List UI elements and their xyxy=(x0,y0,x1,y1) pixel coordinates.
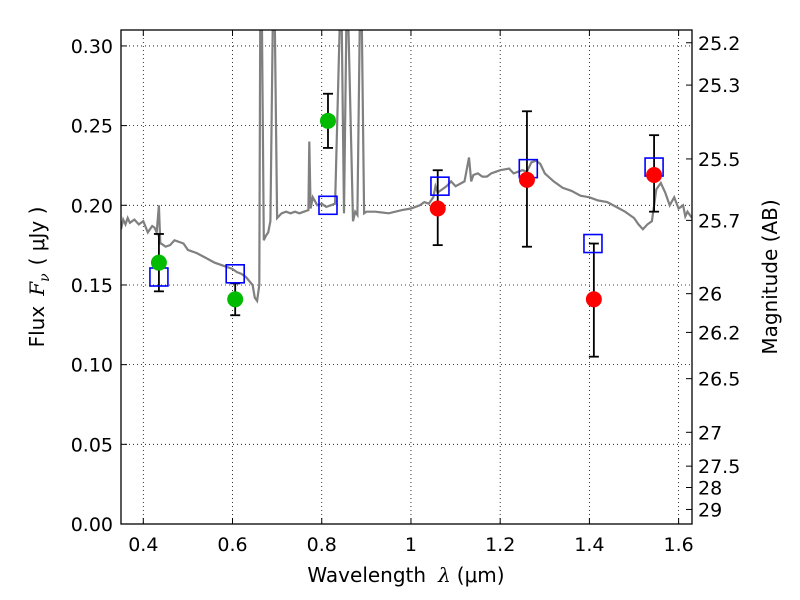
grid xyxy=(121,30,692,525)
model-spectrum-line xyxy=(121,30,692,304)
model-photometry-square xyxy=(225,264,245,284)
x-tick-label: 1 xyxy=(405,534,417,556)
red-data-point xyxy=(585,291,602,308)
x-axis-label: Wavelength λ (μm) xyxy=(307,563,504,587)
markers xyxy=(149,112,664,308)
magnitude-tick-label: 25.7 xyxy=(698,210,740,232)
x-tick-label: 0.6 xyxy=(217,534,247,556)
magnitude-tick-label: 25.3 xyxy=(698,75,740,97)
errorbars xyxy=(153,92,660,358)
magnitude-tick-label: 25.5 xyxy=(698,149,740,171)
plot-frame xyxy=(120,29,693,525)
magnitude-axis-label: Magnitude (AB) xyxy=(758,199,782,354)
x-tick-label: 1.6 xyxy=(664,534,694,556)
magnitude-tick-label: 26.2 xyxy=(698,322,740,344)
model-photometry-square xyxy=(430,176,450,196)
x-tick-label: 0.4 xyxy=(128,534,158,556)
y-tick-label: 0.25 xyxy=(71,116,113,138)
plot-area xyxy=(121,30,692,358)
y-tick-label: 0.10 xyxy=(71,355,113,377)
magnitude-tick-label: 26.5 xyxy=(698,369,740,391)
y-tick-label: 0.15 xyxy=(71,275,113,297)
x-tick-label: 1.4 xyxy=(574,534,604,556)
magnitude-tick-label: 25.2 xyxy=(698,33,740,55)
magnitude-tick-label: 28 xyxy=(698,477,722,499)
x-tick-labels: 0.4 0.6 0.8 1 1.2 1.4 1.6 xyxy=(128,534,694,556)
magnitude-tick-label: 27.5 xyxy=(698,456,740,478)
x-tick-label: 0.8 xyxy=(307,534,337,556)
x-tick-label: 1.2 xyxy=(485,534,515,556)
green-data-point xyxy=(227,291,244,308)
y-tick-label: 0.05 xyxy=(71,434,113,456)
magnitude-tick-label: 26 xyxy=(698,284,722,306)
model-photometry-square xyxy=(318,195,338,216)
red-data-point xyxy=(518,171,535,188)
y-tick-label: 0.20 xyxy=(71,195,113,217)
red-data-point xyxy=(646,167,663,184)
magnitude-tick-label: 27 xyxy=(698,422,722,444)
y-tick-labels: 0.00 0.05 0.10 0.15 0.20 0.25 0.30 xyxy=(71,36,113,536)
model-photometry-square xyxy=(583,233,603,254)
y-axis-label: FluxFν( μJy ) xyxy=(25,207,53,348)
y-tick-label: 0.00 xyxy=(71,514,113,536)
green-data-point xyxy=(150,254,167,271)
red-data-point xyxy=(429,200,446,217)
ticks xyxy=(121,30,692,525)
green-data-point xyxy=(319,112,336,129)
y-tick-label: 0.30 xyxy=(71,36,113,58)
magnitude-tick-label: 29 xyxy=(698,499,722,521)
